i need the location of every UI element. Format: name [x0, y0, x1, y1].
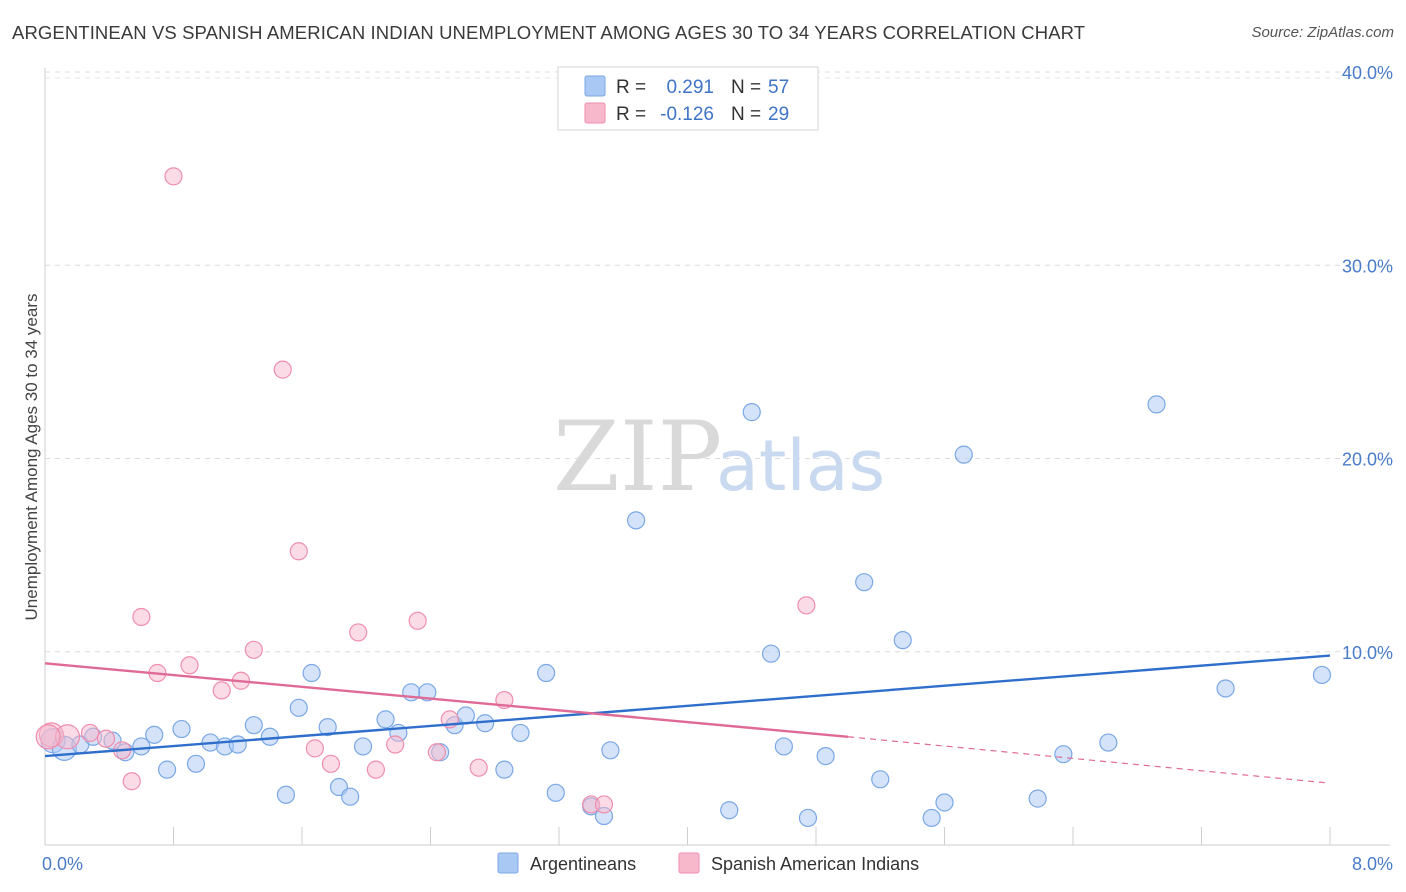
spanish-american-indians-point	[180, 656, 199, 675]
chart-title: ARGENTINEAN VS SPANISH AMERICAN INDIAN U…	[12, 22, 1086, 43]
argentineans-point	[289, 698, 308, 717]
y-tick-label: 10.0%	[1342, 643, 1393, 663]
argentineans-point	[276, 785, 296, 804]
spanish-american-indians-point	[408, 611, 427, 630]
argentineans-point	[537, 663, 556, 683]
argentineans-point	[186, 754, 206, 773]
argentineans-point	[302, 663, 321, 683]
argentineans-point	[954, 445, 973, 464]
argentineans-point	[855, 573, 874, 592]
argentineans-point	[893, 631, 912, 650]
spanish-american-indians-point	[96, 729, 116, 748]
argentineans-point	[871, 770, 890, 789]
argentineans-point	[145, 725, 164, 744]
spanish-american-indians-point	[469, 758, 488, 777]
x-tick-labels: 0.0% 8.0%	[42, 854, 1393, 874]
trend-lines	[44, 654, 1331, 784]
spanish-american-indians-point	[349, 623, 368, 642]
y-tick-labels: 10.0% 20.0% 30.0% 40.0%	[1342, 63, 1393, 663]
legend-n-value: 29	[768, 104, 789, 125]
argentineans-point	[1216, 679, 1235, 698]
argentineans-point	[1312, 665, 1332, 685]
spanish-american-indians-trend-extension	[848, 736, 1331, 784]
argentineans-point	[720, 801, 739, 820]
watermark-atlas: atlas	[716, 425, 885, 507]
spanish-american-indians-point	[164, 167, 183, 186]
spanish-american-indians-point	[244, 640, 263, 659]
argentineans-point	[244, 716, 263, 735]
argentineans-point	[1028, 789, 1047, 808]
argentineans-point	[511, 723, 530, 743]
legend-r-value: -0.126	[660, 104, 714, 125]
y-tick-label: 30.0%	[1342, 256, 1393, 276]
x-tick-label: 8.0%	[1352, 854, 1393, 874]
series-legend-label-spanish-american-indians: Spanish American Indians	[711, 854, 919, 874]
argentineans-point	[260, 727, 279, 746]
spanish-american-indians-point	[289, 542, 308, 561]
argentineans-point	[157, 760, 177, 779]
y-tick-label: 40.0%	[1342, 63, 1393, 83]
argentineans-trend-line	[44, 654, 1331, 758]
correlation-legend: R = 0.291 N = 57 R = -0.126 N = 29	[557, 66, 819, 131]
argentineans-point	[353, 737, 373, 756]
argentineans-point	[1054, 745, 1073, 764]
spanish-american-indians-point	[132, 607, 151, 627]
legend-r-value: 0.291	[666, 77, 714, 98]
spanish-american-indians-point	[212, 681, 231, 700]
grid-lines	[45, 71, 1390, 653]
spanish-american-indians-point	[427, 743, 447, 762]
spanish-american-indians-point	[386, 735, 405, 754]
legend-r-label: R =	[616, 104, 646, 125]
argentineans-point	[626, 511, 646, 530]
legend-swatch-spanish-american-indians	[584, 102, 606, 124]
chart-source: Source: ZipAtlas.com	[1251, 24, 1394, 41]
watermark: ZIP atlas	[553, 401, 885, 513]
spanish-american-indians-point	[305, 739, 324, 758]
y-tick-label: 20.0%	[1342, 450, 1393, 470]
spanish-american-indians-point	[273, 360, 292, 379]
legend-n-label: N =	[731, 77, 761, 98]
argentineans-point	[341, 787, 360, 806]
legend-n-label: N =	[731, 104, 761, 125]
spanish-american-indians-point	[797, 596, 816, 615]
spanish-american-indians-point	[594, 795, 614, 814]
argentineans-point	[922, 808, 941, 828]
argentineans-point	[172, 719, 191, 739]
watermark-zip: ZIP	[553, 401, 722, 513]
argentineans-point	[546, 783, 565, 802]
argentineans-point	[935, 793, 954, 812]
argentineans-point	[774, 737, 793, 756]
series-legend-swatch-argentineans	[497, 852, 519, 874]
x-tick-label: 0.0%	[42, 854, 83, 874]
legend-r-label: R =	[616, 77, 646, 98]
argentineans-point	[742, 403, 761, 422]
argentineans-point	[456, 706, 475, 725]
argentineans-point	[798, 808, 818, 828]
spanish-american-indians-point	[321, 754, 341, 773]
argentineans-point	[816, 747, 835, 766]
argentineans-point	[1099, 733, 1118, 752]
spanish-american-indians-trend-line	[44, 662, 849, 738]
argentineans-point	[418, 683, 437, 702]
argentineans-point	[495, 760, 514, 779]
argentineans-point	[376, 710, 395, 729]
spanish-american-indians-point	[366, 760, 385, 779]
spanish-american-indians-point	[122, 772, 141, 791]
legend-swatch-argentineans	[584, 75, 606, 97]
argentineans-point	[601, 741, 620, 760]
argentineans-point	[1147, 395, 1166, 414]
spanish-american-indians-point	[35, 724, 61, 750]
series-legend-label-argentineans: Argentineans	[530, 854, 636, 874]
axes	[44, 68, 1390, 846]
spanish-american-indians-point	[80, 723, 100, 743]
series-legend: Argentineans Spanish American Indians	[497, 852, 919, 874]
series-legend-swatch-spanish-american-indians	[678, 852, 700, 874]
legend-n-value: 57	[768, 77, 789, 98]
argentineans-point	[761, 644, 781, 663]
argentineans-point	[228, 735, 247, 754]
argentineans-point	[318, 718, 337, 737]
y-axis-label: Unemployment Among Ages 30 to 34 years	[22, 294, 41, 621]
argentineans-point	[132, 737, 151, 756]
